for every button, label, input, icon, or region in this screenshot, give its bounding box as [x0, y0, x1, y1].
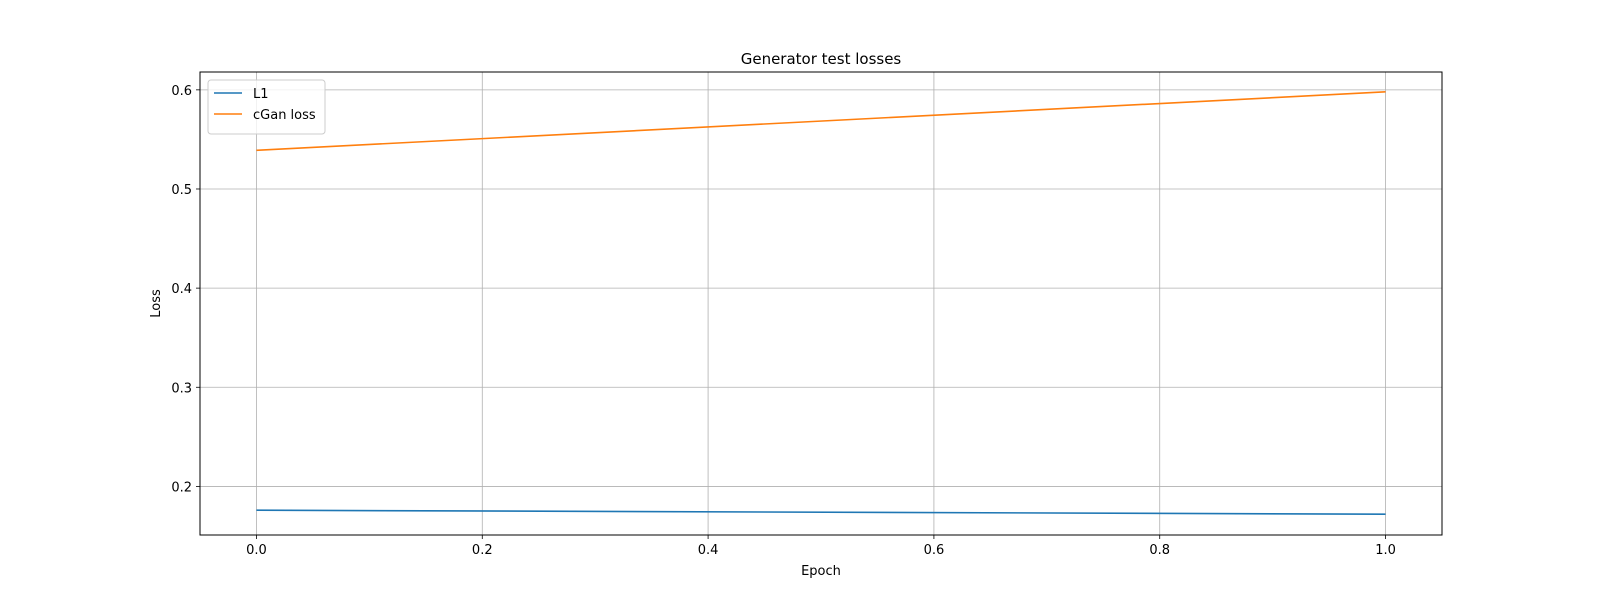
plot-frame: [199, 71, 1443, 536]
series-lines: [256, 91, 1386, 515]
x-axis-label: Epoch: [801, 564, 841, 579]
y-tick-label: 0.2: [171, 480, 192, 495]
y-tick-label: 0.3: [171, 381, 192, 396]
legend: L1 cGan loss: [207, 79, 326, 135]
chart-title: Generator test losses: [741, 50, 902, 68]
axis-ticks: 0.0 0.2 0.4 0.6 0.8 1.0 0.2 0.3 0.4 0.5 0.6: [171, 84, 1396, 558]
x-tick-label: 1.0: [1375, 543, 1396, 558]
legend-label-1: L1: [253, 87, 269, 102]
y-tick-label: 0.6: [171, 84, 192, 99]
legend-label-2: cGan loss: [253, 108, 316, 123]
x-tick-label: 0.2: [472, 543, 493, 558]
series-line-1: [256, 509, 1386, 515]
x-tick-label: 0.0: [246, 543, 267, 558]
x-tick-label: 0.6: [924, 543, 945, 558]
y-axis-label: Loss: [149, 289, 164, 318]
y-tick-label: 0.5: [171, 183, 192, 198]
grid: [200, 72, 1442, 535]
y-tick-label: 0.4: [171, 282, 192, 297]
x-tick-label: 0.4: [698, 543, 719, 558]
series-line-2: [256, 91, 1386, 152]
x-tick-label: 0.8: [1149, 543, 1170, 558]
